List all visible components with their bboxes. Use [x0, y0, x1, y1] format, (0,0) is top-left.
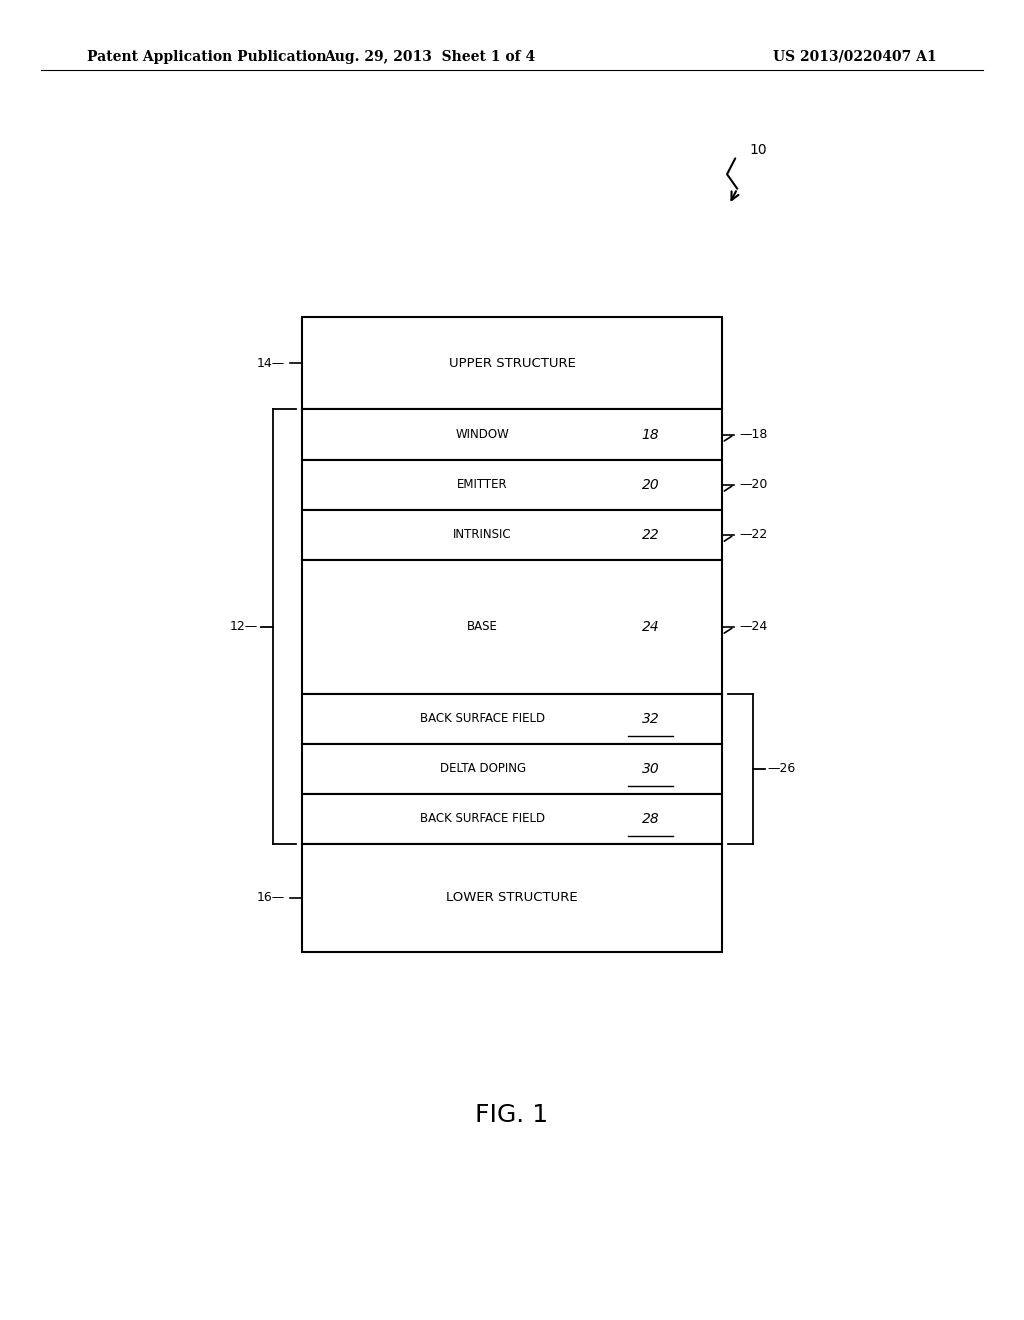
Text: BACK SURFACE FIELD: BACK SURFACE FIELD — [420, 812, 545, 825]
Bar — [302, 560, 722, 693]
Text: BASE: BASE — [467, 620, 498, 634]
Bar — [302, 793, 722, 843]
Bar — [302, 743, 722, 793]
Bar — [302, 510, 722, 560]
Text: 20: 20 — [642, 478, 659, 491]
Text: —18: —18 — [739, 428, 768, 441]
Text: US 2013/0220407 A1: US 2013/0220407 A1 — [773, 50, 937, 63]
Text: 10: 10 — [750, 144, 767, 157]
Text: 30: 30 — [642, 762, 659, 776]
Text: —20: —20 — [739, 478, 768, 491]
Text: —22: —22 — [739, 528, 768, 541]
Text: INTRINSIC: INTRINSIC — [454, 528, 512, 541]
Text: UPPER STRUCTURE: UPPER STRUCTURE — [449, 356, 575, 370]
Bar — [302, 843, 722, 952]
Text: 16—: 16— — [256, 891, 285, 904]
Text: 18: 18 — [642, 428, 659, 441]
Text: BACK SURFACE FIELD: BACK SURFACE FIELD — [420, 713, 545, 725]
Bar — [302, 409, 722, 459]
Text: 24: 24 — [642, 619, 659, 634]
Text: EMITTER: EMITTER — [458, 478, 508, 491]
Text: FIG. 1: FIG. 1 — [475, 1104, 549, 1127]
Text: —24: —24 — [739, 620, 768, 634]
Text: LOWER STRUCTURE: LOWER STRUCTURE — [446, 891, 578, 904]
Text: Patent Application Publication: Patent Application Publication — [87, 50, 327, 63]
Text: Aug. 29, 2013  Sheet 1 of 4: Aug. 29, 2013 Sheet 1 of 4 — [325, 50, 536, 63]
Text: 22: 22 — [642, 528, 659, 541]
Text: DELTA DOPING: DELTA DOPING — [439, 762, 525, 775]
Text: 32: 32 — [642, 711, 659, 726]
Text: 14—: 14— — [256, 356, 285, 370]
Text: 28: 28 — [642, 812, 659, 826]
Bar — [302, 693, 722, 743]
Text: —26: —26 — [767, 762, 796, 775]
Text: WINDOW: WINDOW — [456, 428, 510, 441]
Bar — [302, 317, 722, 409]
Bar — [302, 459, 722, 510]
Text: 12—: 12— — [229, 620, 258, 634]
